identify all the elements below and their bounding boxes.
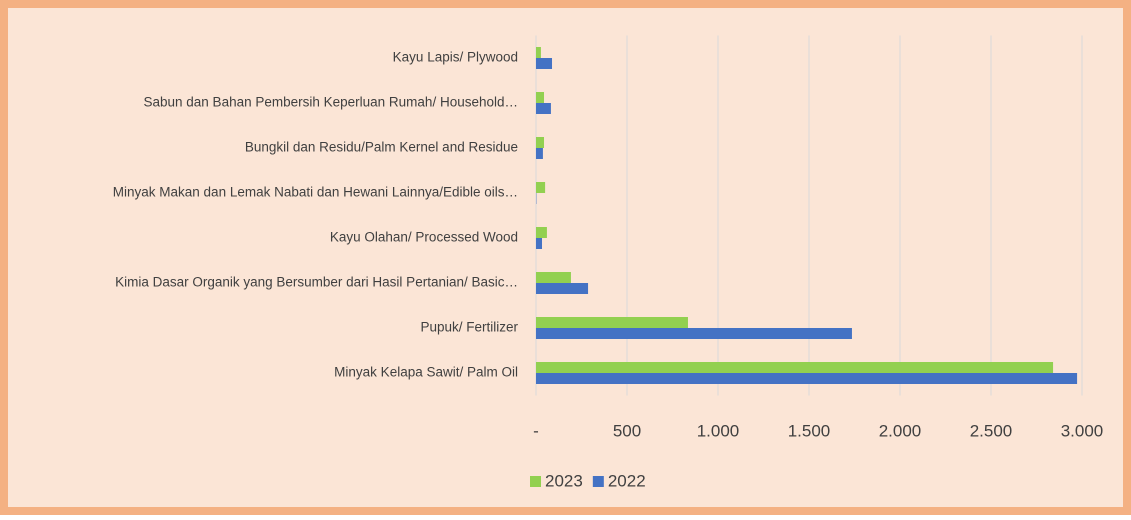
bar: [536, 362, 1053, 373]
bar: [536, 283, 588, 294]
x-tick-label: 2.500: [970, 421, 1013, 440]
y-tick-label: Minyak Makan dan Lemak Nabati dan Hewani…: [113, 185, 518, 200]
bar: [536, 227, 547, 238]
bar: [536, 373, 1077, 384]
bar: [536, 272, 571, 283]
y-tick-label: Pupuk/ Fertilizer: [420, 320, 518, 335]
y-tick-label: Sabun dan Bahan Pembersih Keperluan Ruma…: [144, 95, 519, 110]
y-tick-label: Kayu Lapis/ Plywood: [393, 50, 518, 65]
x-tick-label: 1.500: [788, 421, 831, 440]
y-tick-label: Bungkil dan Residu/Palm Kernel and Resid…: [245, 140, 518, 155]
bar: [536, 182, 545, 193]
bar: [536, 103, 551, 114]
bar: [536, 58, 552, 69]
bar: [536, 238, 542, 249]
y-tick-label: Minyak Kelapa Sawit/ Palm Oil: [334, 365, 518, 380]
bar: [536, 328, 852, 339]
y-tick-label: Kimia Dasar Organik yang Bersumber dari …: [115, 275, 518, 290]
bar: [536, 148, 543, 159]
x-tick-label: 500: [613, 421, 641, 440]
x-tick-label: 2.000: [879, 421, 922, 440]
x-tick-label: 3.000: [1061, 421, 1104, 440]
legend-swatch: [530, 476, 541, 487]
bar: [536, 317, 688, 328]
bar: [536, 47, 541, 58]
legend-swatch: [593, 476, 604, 487]
bar: [536, 92, 544, 103]
y-tick-label: Kayu Olahan/ Processed Wood: [330, 230, 518, 245]
x-tick-label: 1.000: [697, 421, 740, 440]
legend-label: 2022: [608, 471, 646, 490]
bar: [536, 137, 544, 148]
legend-label: 2023: [545, 471, 583, 490]
panel: [8, 8, 1123, 507]
x-tick-label: -: [533, 421, 539, 440]
